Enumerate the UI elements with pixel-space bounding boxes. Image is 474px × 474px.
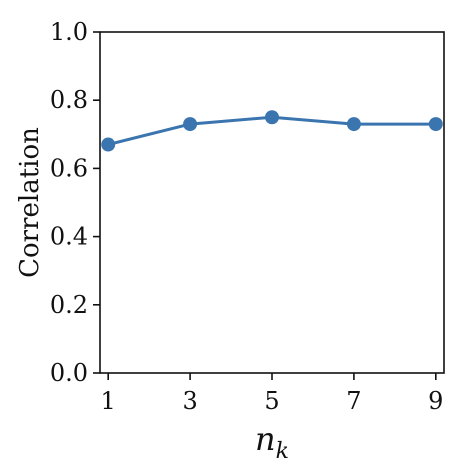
- y-axis-label: Correlation: [15, 127, 45, 278]
- x-axis-label: nk: [255, 420, 289, 464]
- y-tick-label: 0.2: [50, 291, 88, 319]
- y-tick-label: 1.0: [50, 18, 88, 46]
- y-tick-label: 0.4: [50, 223, 88, 251]
- x-axis-ticks: 1 3 5 7 9: [101, 373, 443, 415]
- data-point: [101, 137, 116, 152]
- x-axis-label-subscript: k: [276, 439, 289, 464]
- x-tick-label: 7: [346, 387, 361, 415]
- data-point: [428, 117, 443, 132]
- x-tick-label: 9: [428, 387, 443, 415]
- data-point: [346, 117, 361, 132]
- data-point: [265, 110, 279, 125]
- x-tick-label: 1: [101, 387, 116, 415]
- data-point: [183, 117, 198, 132]
- y-axis-ticks: 0.0 0.2 0.4 0.6 0.8 1.0: [50, 18, 100, 387]
- x-tick-label: 5: [264, 387, 279, 415]
- x-axis-label-main: n: [255, 420, 276, 458]
- y-tick-label: 0.6: [50, 154, 88, 182]
- y-tick-label: 0.0: [50, 359, 88, 387]
- plot-frame: [99, 31, 445, 374]
- x-tick-label: 3: [182, 387, 197, 415]
- plot-series: [101, 110, 443, 152]
- y-tick-label: 0.8: [50, 86, 88, 114]
